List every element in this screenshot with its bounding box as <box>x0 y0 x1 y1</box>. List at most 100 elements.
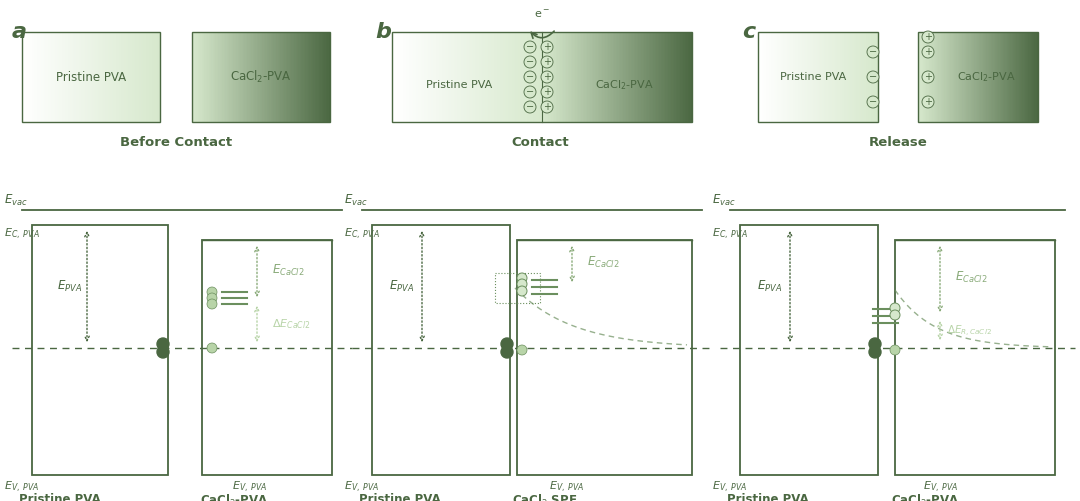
Bar <box>895 240 1055 475</box>
Bar <box>580 32 581 122</box>
Bar <box>453 32 454 122</box>
Bar <box>64 32 65 122</box>
Bar <box>594 32 596 122</box>
Bar <box>998 32 1000 122</box>
Bar <box>963 32 964 122</box>
Bar <box>272 32 273 122</box>
Bar <box>602 32 604 122</box>
Bar <box>670 32 671 122</box>
Bar <box>279 32 281 122</box>
Bar <box>297 32 298 122</box>
Bar <box>113 32 114 122</box>
Bar <box>787 32 788 122</box>
Bar <box>870 32 872 122</box>
Bar <box>852 32 853 122</box>
Bar <box>612 32 615 122</box>
Bar <box>302 32 303 122</box>
Bar <box>678 32 680 122</box>
Bar <box>326 32 327 122</box>
Bar <box>81 32 83 122</box>
Circle shape <box>524 86 536 98</box>
Bar <box>509 32 511 122</box>
Bar <box>56 32 58 122</box>
Text: $E_{V,\ PVA}$: $E_{V,\ PVA}$ <box>712 480 747 495</box>
Bar <box>518 32 519 122</box>
Bar <box>783 32 784 122</box>
Bar <box>144 32 145 122</box>
Bar <box>473 32 474 122</box>
Text: $E_{CaCl2}$: $E_{CaCl2}$ <box>955 270 988 285</box>
Bar <box>812 32 813 122</box>
Text: $E_{PVA}$: $E_{PVA}$ <box>757 279 783 294</box>
Bar <box>831 32 832 122</box>
Bar <box>464 32 465 122</box>
Bar <box>919 32 920 122</box>
Bar <box>994 32 995 122</box>
Bar <box>84 32 85 122</box>
Text: $E_{PVA}$: $E_{PVA}$ <box>390 279 415 294</box>
Bar <box>403 32 404 122</box>
Bar <box>427 32 428 122</box>
Bar <box>146 32 148 122</box>
Bar <box>825 32 826 122</box>
Bar <box>772 32 773 122</box>
Bar <box>685 32 686 122</box>
Bar <box>32 225 168 475</box>
Bar <box>472 32 473 122</box>
Bar <box>1023 32 1024 122</box>
Bar <box>283 32 284 122</box>
Bar <box>958 32 959 122</box>
Bar <box>1016 32 1017 122</box>
Bar <box>834 32 835 122</box>
Bar <box>327 32 328 122</box>
Bar <box>392 32 692 122</box>
Bar <box>396 32 399 122</box>
Bar <box>292 32 293 122</box>
Bar <box>943 32 944 122</box>
Bar <box>526 32 527 122</box>
Bar <box>419 32 420 122</box>
Bar <box>674 32 675 122</box>
Bar <box>802 32 804 122</box>
Bar <box>307 32 308 122</box>
Bar <box>563 32 565 122</box>
Bar <box>237 32 238 122</box>
Bar <box>777 32 778 122</box>
Bar <box>837 32 838 122</box>
Text: $E_{V,\ PVA}$: $E_{V,\ PVA}$ <box>345 480 380 495</box>
Bar <box>512 32 513 122</box>
Bar <box>536 32 538 122</box>
Bar <box>309 32 311 122</box>
Bar <box>535 32 536 122</box>
Text: +: + <box>543 42 551 52</box>
Bar <box>114 32 116 122</box>
Bar <box>1005 32 1007 122</box>
Bar <box>413 32 415 122</box>
Bar <box>1026 32 1027 122</box>
Bar <box>872 32 874 122</box>
Bar <box>462 32 464 122</box>
Bar <box>449 32 450 122</box>
Bar <box>868 32 869 122</box>
Bar <box>588 32 589 122</box>
Bar <box>50 32 51 122</box>
Bar <box>858 32 859 122</box>
Bar <box>62 32 64 122</box>
Bar <box>208 32 210 122</box>
Bar <box>312 32 313 122</box>
Bar <box>1022 32 1023 122</box>
Text: CaCl$_2$-PVA: CaCl$_2$-PVA <box>957 70 1015 84</box>
Text: $E_{vac}$: $E_{vac}$ <box>345 193 368 208</box>
Bar <box>918 32 1038 122</box>
Circle shape <box>207 287 217 297</box>
Bar <box>69 32 70 122</box>
Bar <box>774 32 777 122</box>
Bar <box>150 32 151 122</box>
Bar <box>957 32 958 122</box>
Text: −: − <box>869 72 877 82</box>
Bar <box>983 32 984 122</box>
Bar <box>227 32 228 122</box>
Bar <box>972 32 973 122</box>
Bar <box>407 32 408 122</box>
Bar <box>997 32 998 122</box>
